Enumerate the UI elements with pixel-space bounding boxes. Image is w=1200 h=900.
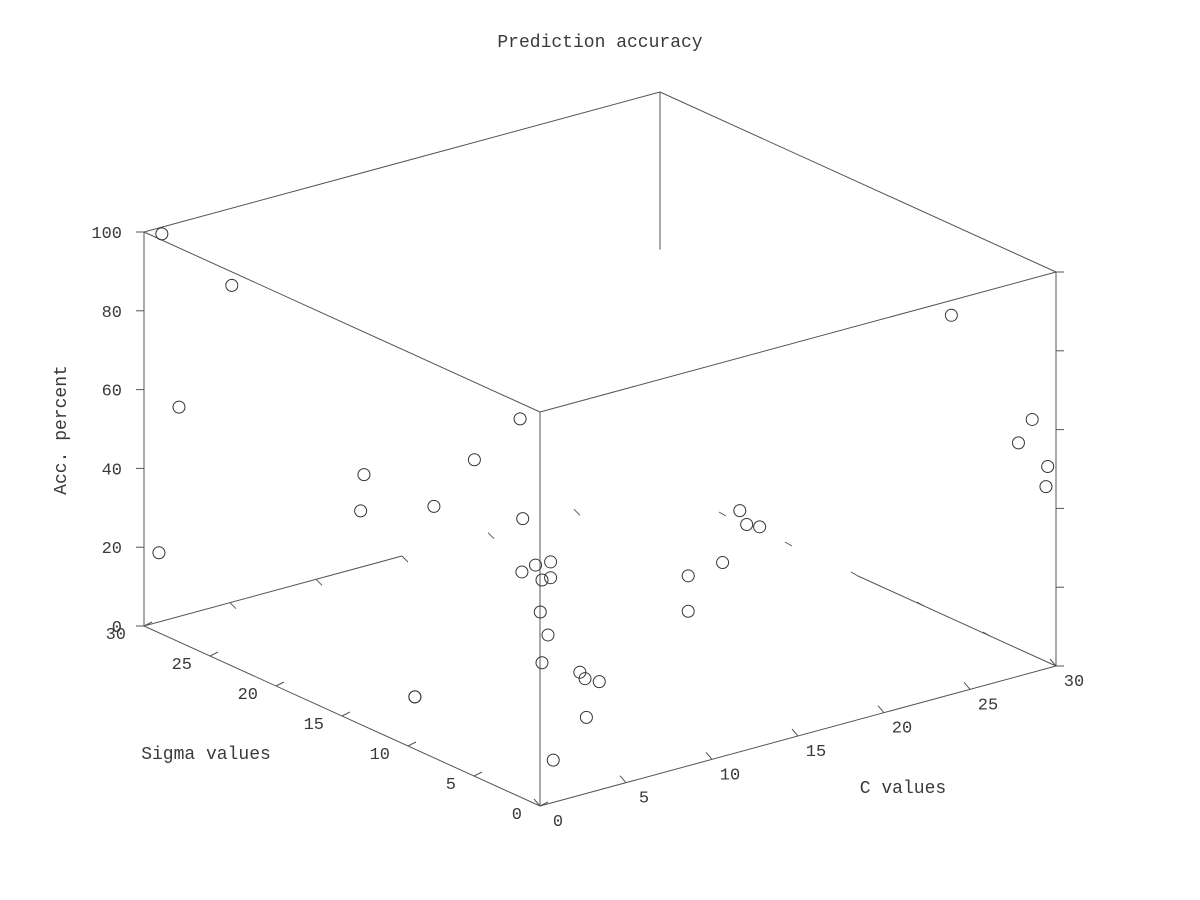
edge-top-front-x bbox=[539, 271, 1057, 413]
data-point bbox=[681, 569, 695, 583]
data-point bbox=[357, 468, 371, 482]
x-tick-mark-back bbox=[487, 532, 495, 540]
y-axis-title: Sigma values bbox=[141, 745, 271, 765]
data-point bbox=[681, 604, 695, 618]
plot-box bbox=[143, 91, 1057, 807]
data-point bbox=[546, 753, 560, 767]
data-point bbox=[535, 656, 549, 670]
data-point bbox=[152, 546, 166, 560]
y-tick-mark-back bbox=[718, 511, 727, 517]
data-point bbox=[753, 520, 767, 534]
data-point bbox=[515, 565, 529, 579]
x-tick-mark-back bbox=[229, 602, 237, 610]
data-points bbox=[152, 227, 1055, 767]
data-point bbox=[740, 517, 754, 531]
data-point bbox=[578, 672, 592, 686]
x-tick-mark bbox=[1049, 658, 1057, 667]
z-axis-title: Acc. percent bbox=[52, 365, 72, 495]
y-tick-mark bbox=[209, 651, 219, 657]
data-point bbox=[533, 605, 547, 619]
x-tick-label: 30 bbox=[1064, 673, 1084, 692]
z-tick-label: 20 bbox=[102, 540, 122, 559]
edge-top-front-y bbox=[143, 231, 541, 413]
x-tick-mark-back bbox=[315, 578, 323, 586]
data-point bbox=[354, 504, 368, 518]
data-point bbox=[172, 400, 186, 414]
x-tick-mark bbox=[533, 798, 541, 807]
y-tick-label: 10 bbox=[370, 746, 390, 765]
data-point bbox=[579, 710, 593, 724]
data-point bbox=[541, 628, 555, 642]
x-tick-mark bbox=[963, 682, 971, 690]
edge-bottom-back-y bbox=[857, 575, 1057, 667]
y-tick-label: 25 bbox=[172, 656, 192, 675]
x-tick-label: 15 bbox=[806, 743, 826, 762]
z-tick-label: 60 bbox=[102, 383, 122, 402]
x-tick-mark bbox=[619, 775, 627, 783]
y-tick-label: 0 bbox=[512, 806, 522, 825]
y-tick-mark bbox=[473, 771, 483, 777]
data-point bbox=[529, 558, 543, 572]
data-point bbox=[573, 665, 587, 679]
data-point bbox=[1039, 480, 1053, 494]
axis-ticks bbox=[136, 231, 1064, 807]
y-tick-label: 30 bbox=[106, 626, 126, 645]
y-tick-mark-back bbox=[916, 601, 925, 607]
y-tick-mark bbox=[275, 681, 285, 687]
x-tick-mark bbox=[877, 705, 885, 713]
x-tick-mark-back bbox=[573, 508, 581, 516]
data-point bbox=[544, 571, 558, 585]
x-tick-label: 0 bbox=[553, 813, 563, 832]
x-tick-label: 20 bbox=[892, 720, 912, 739]
y-tick-label: 20 bbox=[238, 686, 258, 705]
y-tick-label: 5 bbox=[446, 776, 456, 795]
data-point bbox=[516, 512, 530, 526]
z-tick-label: 40 bbox=[102, 461, 122, 480]
edge-top-back-x bbox=[143, 91, 661, 233]
edge-top-back-y bbox=[659, 91, 1057, 273]
y-tick-mark bbox=[143, 621, 153, 627]
data-point bbox=[1041, 459, 1055, 473]
y-tick-mark bbox=[539, 801, 549, 807]
x-axis-title: C values bbox=[860, 779, 946, 799]
data-point bbox=[513, 412, 527, 426]
edge-bottom-back-x bbox=[143, 555, 403, 627]
x-tick-mark bbox=[705, 752, 713, 760]
z-tick-label: 0 bbox=[112, 619, 122, 638]
x-tick-label: 25 bbox=[978, 696, 998, 715]
x-tick-label: 10 bbox=[720, 766, 740, 785]
data-point bbox=[716, 556, 730, 570]
z-tick-label: 100 bbox=[91, 225, 122, 244]
data-point bbox=[944, 308, 958, 322]
x-tick-label: 5 bbox=[639, 790, 649, 809]
data-point bbox=[1011, 436, 1025, 450]
y-tick-label: 15 bbox=[304, 716, 324, 735]
data-point bbox=[467, 453, 481, 467]
data-point bbox=[408, 690, 422, 704]
data-point bbox=[733, 504, 747, 518]
y-tick-mark-back bbox=[850, 571, 859, 577]
x-tick-mark-back bbox=[401, 555, 409, 563]
y-tick-mark-back bbox=[982, 631, 991, 637]
data-point bbox=[155, 227, 169, 241]
data-point bbox=[535, 573, 549, 587]
y-tick-mark bbox=[341, 711, 351, 717]
y-tick-mark-back bbox=[784, 541, 793, 547]
y-tick-mark bbox=[407, 741, 417, 747]
data-point bbox=[592, 675, 606, 689]
data-point bbox=[427, 499, 441, 513]
chart-title: Prediction accuracy bbox=[497, 33, 702, 53]
data-point bbox=[544, 555, 558, 569]
data-point bbox=[225, 278, 239, 292]
data-point bbox=[1025, 412, 1039, 426]
z-tick-label: 80 bbox=[102, 304, 122, 323]
x-tick-mark bbox=[791, 728, 799, 737]
